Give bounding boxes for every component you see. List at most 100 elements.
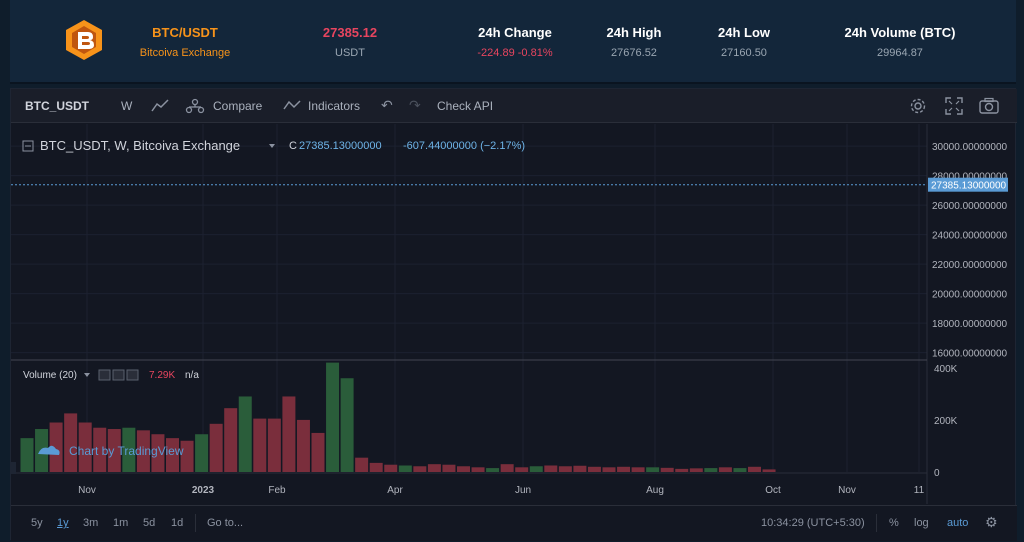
y-tick-label: 22000.00000000: [932, 260, 1008, 271]
volume-bar: [413, 466, 427, 472]
range-1m-button[interactable]: 1m: [113, 517, 129, 529]
log-scale-button[interactable]: log: [914, 517, 929, 529]
redo-icon[interactable]: ↷: [409, 97, 421, 113]
volume-bar: [398, 465, 412, 472]
volume-bar: [355, 457, 369, 472]
range-3m-button[interactable]: 3m: [83, 517, 99, 529]
volume-visibility-icon[interactable]: [112, 369, 125, 381]
y-tick-label: 26000.00000000: [932, 201, 1008, 212]
volume-bar: [515, 467, 529, 472]
watermark-text: Chart by TradingView: [69, 444, 184, 458]
percent-scale-button[interactable]: %: [889, 517, 899, 529]
volume-bar: [166, 438, 179, 472]
legend-dropdown-icon[interactable]: [269, 144, 275, 148]
compare-button[interactable]: Compare: [213, 99, 263, 113]
x-tick-label: 2023: [192, 485, 215, 496]
y-tick-label: 16000.00000000: [932, 349, 1008, 360]
x-tick-label: Nov: [838, 485, 856, 496]
interval-button[interactable]: W: [121, 99, 133, 113]
volume-bar: [253, 418, 267, 472]
volume-close-icon[interactable]: [126, 369, 139, 381]
volume-bar: [689, 468, 703, 472]
volume-dropdown-icon[interactable]: [84, 373, 90, 377]
chart-style-icon[interactable]: [151, 99, 169, 113]
scroll-left-handle[interactable]: [11, 462, 16, 474]
exchange-name: Bitcoiva Exchange: [139, 47, 231, 59]
x-tick-label: 11: [914, 485, 925, 496]
volume-bar: [748, 466, 761, 472]
volume-tick-label: 0: [934, 468, 940, 479]
y-tick-label: 24000.00000000: [932, 231, 1008, 242]
x-tick-label: Aug: [646, 485, 664, 496]
range-1y-button[interactable]: 1y: [57, 517, 69, 529]
volume-bar: [646, 467, 660, 472]
range-5d-button[interactable]: 5d: [143, 517, 156, 529]
volume-bar: [340, 378, 354, 472]
collapse-legend-icon[interactable]: [22, 140, 34, 152]
range-5y-button[interactable]: 5y: [31, 517, 43, 529]
volume-label: 24h Volume (BTC): [844, 25, 956, 40]
volume-bar: [471, 467, 485, 472]
volume-bar: [762, 469, 776, 472]
snapshot-camera-icon[interactable]: [979, 97, 999, 115]
volume-value: 29964.87: [877, 47, 923, 59]
change-value: -224.89 -0.81%: [477, 47, 553, 59]
clock: 10:34:29 (UTC+5:30): [761, 517, 865, 529]
indicators-icon[interactable]: [283, 100, 301, 110]
volume-bar: [224, 408, 238, 472]
low-value: 27160.50: [721, 47, 767, 59]
legend-change-value: -607.44000000 (−2.17%): [403, 140, 525, 152]
undo-icon[interactable]: ↶: [381, 97, 393, 113]
volume-bar: [617, 466, 631, 472]
settings-gear-icon[interactable]: [909, 97, 927, 115]
volume-bar: [602, 467, 616, 472]
volume-bar: [282, 396, 296, 472]
low-cell: 24h Low 27160.50: [694, 25, 794, 59]
volume-bar: [442, 464, 456, 472]
tradingview-watermark[interactable]: Chart by TradingView: [38, 444, 184, 458]
volume-bars: [20, 362, 776, 472]
main-legend: BTC_USDT, W, Bitcoiva Exchange C 27385.1…: [22, 138, 525, 153]
x-tick-label: Jun: [515, 485, 531, 496]
price-chart[interactable]: 16000.00000000 18000.00000000 20000.000000…: [11, 124, 1015, 504]
price-axis-labels: 16000.00000000 18000.00000000 20000.000000…: [932, 142, 1008, 360]
volume-settings-icon[interactable]: [98, 369, 111, 381]
low-label: 24h Low: [717, 25, 770, 40]
ticker-header: BTC/USDT Bitcoiva Exchange 27385.12 USDT…: [10, 0, 1016, 84]
volume-bar: [427, 464, 441, 472]
range-1d-button[interactable]: 1d: [171, 517, 184, 529]
change-cell: 24h Change -224.89 -0.81%: [460, 25, 570, 59]
volume-bar: [20, 438, 34, 472]
volume-bar: [195, 434, 209, 472]
volume-axis-labels: 0 200K 400K: [934, 364, 958, 479]
volume-bar: [311, 432, 325, 472]
divider: [195, 514, 196, 532]
fullscreen-icon[interactable]: [945, 97, 963, 115]
volume-bar: [587, 466, 601, 472]
high-value: 27676.52: [611, 47, 657, 59]
volume-bar: [49, 422, 63, 472]
volume-legend-value: 7.29K: [149, 370, 175, 381]
volume-bar: [64, 413, 78, 472]
change-label: 24h Change: [478, 25, 552, 40]
compare-icon[interactable]: [185, 98, 205, 114]
last-price: 27385.12: [322, 25, 378, 40]
volume-bar: [209, 423, 223, 472]
x-tick-label: Apr: [387, 485, 403, 496]
volume-cell: 24h Volume (BTC) 29964.87: [830, 25, 970, 59]
volume-bar: [267, 418, 281, 472]
divider: [876, 514, 877, 532]
goto-button[interactable]: Go to...: [207, 517, 244, 529]
y-tick-label: 20000.00000000: [932, 290, 1008, 301]
volume-bar: [384, 464, 398, 472]
pair-cell[interactable]: BTC/USDT Bitcoiva Exchange: [130, 25, 240, 59]
legend-close-value: 27385.13000000: [299, 140, 382, 152]
check-api-button[interactable]: Check API: [437, 99, 494, 113]
volume-bar: [558, 466, 572, 472]
indicators-button[interactable]: Indicators: [308, 99, 361, 113]
auto-scale-button[interactable]: auto: [947, 517, 969, 529]
volume-bar: [457, 466, 470, 472]
chart-settings-gear-icon[interactable]: ⚙: [985, 514, 998, 530]
volume-bar: [122, 427, 136, 472]
symbol-search-button[interactable]: BTC_USDT: [25, 99, 90, 113]
